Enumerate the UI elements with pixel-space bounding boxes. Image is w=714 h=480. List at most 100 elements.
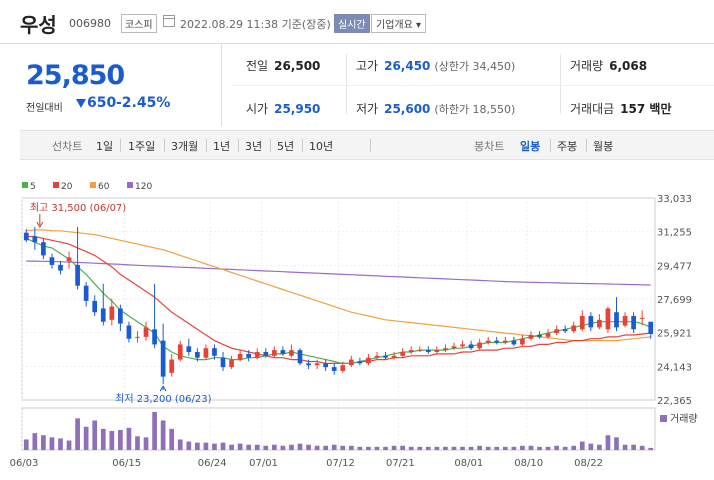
candle-body <box>49 257 55 265</box>
candle-body <box>400 351 406 356</box>
period-1d[interactable]: 1일 <box>96 140 114 153</box>
volume-bar <box>297 443 303 450</box>
y-tick-label: 31,255 <box>657 228 692 239</box>
volume-bar <box>417 446 423 450</box>
candle-body <box>289 350 294 356</box>
period-1w[interactable]: 1주일 <box>128 140 156 153</box>
volume-bar <box>271 444 277 450</box>
period-3y[interactable]: 3년 <box>245 140 263 153</box>
candlestick-chart-svg: 33,033 31,255 29,477 27,699 25,921 24,143 22,3… <box>10 182 698 469</box>
legend-label-60: 60 <box>98 182 110 192</box>
volume-bar <box>75 418 80 450</box>
candle-body <box>254 351 260 358</box>
volume-bar <box>195 442 200 450</box>
candle-body <box>528 334 534 339</box>
volume-bar <box>485 446 491 450</box>
volume-bar <box>331 444 337 450</box>
volume-bar <box>554 445 559 450</box>
volume-bar <box>494 446 500 450</box>
stock-chart[interactable]: 33,033 31,255 29,477 27,699 25,921 24,143 22,3… <box>0 170 714 476</box>
legend-swatch-60 <box>90 182 96 188</box>
volume-bar <box>383 446 388 450</box>
candle-body <box>460 344 465 347</box>
candle-body <box>614 312 619 328</box>
period-1y[interactable]: 1년 <box>213 140 231 153</box>
volume-bar <box>468 446 474 450</box>
candle-chart-label: 봉차트 <box>474 140 505 153</box>
stock-header: 우성 006980 코스피 2022.08.29 11:38 기준(장중) 실시… <box>0 0 714 44</box>
volume-bar <box>83 426 89 450</box>
legend-label-5: 5 <box>30 182 36 192</box>
volume-bar <box>562 446 568 450</box>
candle-body <box>323 363 329 368</box>
candle-weekly[interactable]: 주봉 <box>557 140 578 153</box>
legend-swatch-120 <box>127 182 133 188</box>
volume-bar <box>434 446 440 450</box>
x-tick-label: 07/01 <box>249 458 278 469</box>
stat-trade-amount: 거래대금 157 백만 <box>570 102 672 116</box>
volume-bar <box>58 438 63 450</box>
volume-bar <box>152 412 157 450</box>
candle-body <box>246 353 252 358</box>
candle-monthly[interactable]: 월봉 <box>593 140 614 153</box>
candle-body <box>391 355 397 358</box>
x-tick-label: 06/24 <box>198 458 227 469</box>
realtime-button[interactable]: 실시간 <box>334 14 370 33</box>
candle-body <box>100 308 106 322</box>
current-price: 25,850 <box>26 60 125 91</box>
volume-bar <box>502 446 508 450</box>
candle-body <box>502 340 508 343</box>
ma60-line <box>26 229 651 342</box>
legend-label-20: 20 <box>61 182 73 192</box>
ma5-line <box>26 237 651 364</box>
candle-body <box>639 317 645 319</box>
volume-bar <box>126 427 132 450</box>
candle-body <box>511 340 517 345</box>
candle-body <box>306 363 311 366</box>
volume-bar <box>545 446 551 450</box>
timestamp: 2022.08.29 11:38 기준(장중) <box>180 18 331 31</box>
candle-body <box>126 325 132 339</box>
volume-bar <box>622 444 628 450</box>
volume-bar <box>477 445 482 450</box>
candle-body <box>263 351 269 356</box>
x-tick-label: 06/15 <box>112 458 141 469</box>
candle-body <box>331 367 337 371</box>
y-tick-label: 22,365 <box>657 396 692 407</box>
candle-body <box>588 316 594 328</box>
volume-bar <box>631 444 636 450</box>
ma120-line <box>26 260 651 286</box>
period-10y[interactable]: 10년 <box>309 140 334 153</box>
period-3m[interactable]: 3개월 <box>171 140 199 153</box>
volume-bar <box>400 445 406 450</box>
x-tick-label: 07/12 <box>326 458 355 469</box>
candle-body <box>83 285 89 301</box>
candle-body <box>118 308 123 324</box>
y-tick-label: 25,921 <box>657 329 692 340</box>
chart-toolbar: 선차트 1일 1주일 3개월 1년 3년 5년 10년 봉차트 일봉 주봉 월봉 <box>20 130 714 160</box>
candle-body <box>537 334 542 337</box>
volume-bar <box>537 446 542 450</box>
x-tick-label: 07/21 <box>386 458 415 469</box>
volume-bar <box>229 444 234 450</box>
candle-body <box>169 359 175 373</box>
candle-body <box>554 329 559 334</box>
x-tick-label: 08/22 <box>574 458 603 469</box>
volume-bar <box>374 446 380 450</box>
volume-bar <box>212 443 217 450</box>
volume-bar <box>579 441 585 450</box>
company-info-dropdown[interactable]: 기업개요 ▾ <box>371 14 426 33</box>
candle-body <box>571 325 577 332</box>
high-arrowhead <box>36 221 44 228</box>
volume-bar <box>169 428 175 450</box>
candle-body <box>212 348 217 356</box>
period-5y[interactable]: 5년 <box>277 140 295 153</box>
volume-bar <box>460 446 465 450</box>
stat-volume: 거래량 6,068 <box>570 59 648 73</box>
candle-body <box>545 333 551 337</box>
volume-bar <box>528 445 534 450</box>
volume-bar <box>237 443 243 450</box>
volume-bar <box>143 437 149 450</box>
candle-body <box>520 338 525 345</box>
candle-daily[interactable]: 일봉 <box>520 140 541 153</box>
